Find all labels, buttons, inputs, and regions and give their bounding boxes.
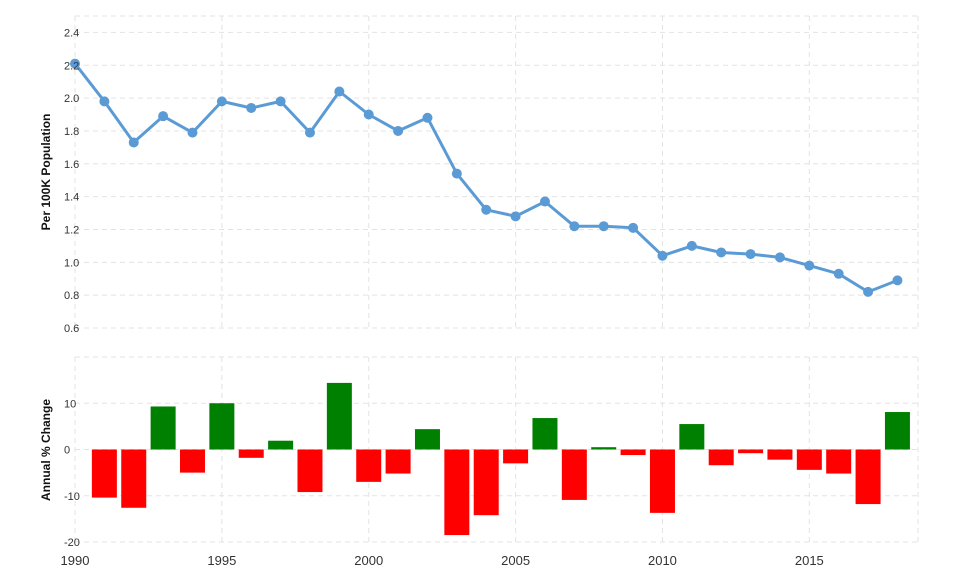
bar-2010[interactable] (649, 449, 675, 513)
bar-1993[interactable] (150, 406, 176, 450)
point-1990[interactable] (70, 58, 80, 69)
point-1998[interactable] (304, 127, 315, 138)
bar-2007[interactable] (561, 449, 587, 500)
bar-2006[interactable] (532, 418, 558, 450)
x-tick-label: 2000 (354, 553, 383, 568)
point-1994[interactable] (187, 127, 198, 138)
bar-1991[interactable] (91, 449, 117, 498)
line-y-tick-label: 1.2 (64, 224, 79, 236)
bar-2000[interactable] (356, 449, 382, 482)
bar-y-tick-label: 10 (64, 398, 76, 410)
bar-2016[interactable] (826, 449, 852, 474)
point-2008[interactable] (598, 221, 609, 232)
bar-y-axis-label: Annual % Change (39, 399, 53, 501)
line-y-tick-label: 1.6 (64, 159, 79, 171)
axis-layer: 0.6 0.8 1.0 1.2 1.4 1.6 1.8 2.0 2.2 2.4 -20 -10 0 10 1… (61, 27, 824, 568)
point-2015[interactable] (804, 260, 815, 271)
bar-2003[interactable] (444, 449, 470, 536)
point-2000[interactable] (363, 109, 374, 120)
line-y-tick-label: 1.8 (64, 126, 79, 138)
bar-y-tick-label: -20 (64, 537, 80, 549)
line-y-tick-label: 1.0 (64, 257, 79, 269)
point-2004[interactable] (481, 204, 492, 215)
x-tick-label: 1990 (61, 553, 90, 568)
line-y-tick-label: 0.8 (64, 290, 79, 302)
bar-2001[interactable] (385, 449, 411, 474)
point-1993[interactable] (158, 111, 169, 122)
point-1992[interactable] (128, 137, 139, 148)
point-2006[interactable] (539, 196, 550, 207)
bar-2002[interactable] (414, 429, 440, 450)
rate-line (73, 62, 898, 294)
bar-2018[interactable] (884, 412, 910, 450)
bar-y-tick-label: -10 (64, 491, 80, 503)
bar-2005[interactable] (503, 449, 529, 464)
point-2017[interactable] (863, 286, 874, 297)
bar-2012[interactable] (708, 449, 734, 466)
bars-layer (91, 382, 910, 536)
line-y-axis-label: Per 100K Population (39, 114, 53, 231)
point-2013[interactable] (745, 249, 756, 260)
bar-1994[interactable] (179, 449, 205, 473)
x-tick-label: 2015 (795, 553, 824, 568)
bar-1999[interactable] (326, 382, 352, 450)
bar-2009[interactable] (620, 449, 646, 456)
line-layer (70, 58, 903, 297)
x-tick-label: 1995 (207, 553, 236, 568)
point-1995[interactable] (216, 96, 227, 107)
bar-2014[interactable] (767, 449, 793, 460)
bar-2017[interactable] (855, 449, 881, 505)
bar-2013[interactable] (738, 449, 764, 454)
point-2014[interactable] (774, 252, 785, 263)
line-y-tick-label: 2.0 (64, 93, 79, 105)
bar-2008[interactable] (591, 447, 617, 450)
point-2009[interactable] (628, 222, 639, 233)
point-2007[interactable] (569, 221, 580, 232)
bar-1995[interactable] (209, 403, 235, 450)
point-2002[interactable] (422, 112, 433, 123)
line-y-tick-label: 1.4 (64, 192, 79, 204)
point-2005[interactable] (510, 211, 521, 222)
bar-1998[interactable] (297, 449, 323, 493)
line-y-tick-label: 2.2 (64, 60, 79, 72)
x-tick-label: 2010 (648, 553, 677, 568)
line-y-tick-label: 0.6 (64, 323, 79, 335)
point-1999[interactable] (334, 86, 345, 97)
point-2010[interactable] (657, 250, 668, 261)
bar-2011[interactable] (679, 424, 705, 450)
point-1991[interactable] (99, 96, 110, 107)
bar-1996[interactable] (238, 449, 264, 458)
bar-2015[interactable] (796, 449, 822, 470)
line-y-tick-label: 2.4 (64, 27, 79, 39)
point-2003[interactable] (451, 168, 462, 179)
bar-1992[interactable] (121, 449, 147, 508)
point-2011[interactable] (686, 240, 697, 251)
bar-1997[interactable] (268, 440, 294, 450)
x-tick-label: 2005 (501, 553, 530, 568)
point-2016[interactable] (833, 268, 844, 279)
point-2018[interactable] (892, 275, 903, 286)
point-1997[interactable] (275, 96, 286, 107)
point-2012[interactable] (716, 247, 727, 258)
bar-y-tick-label: 0 (64, 445, 70, 457)
point-2001[interactable] (393, 125, 404, 136)
bar-2004[interactable] (473, 449, 499, 516)
point-1996[interactable] (246, 102, 257, 113)
